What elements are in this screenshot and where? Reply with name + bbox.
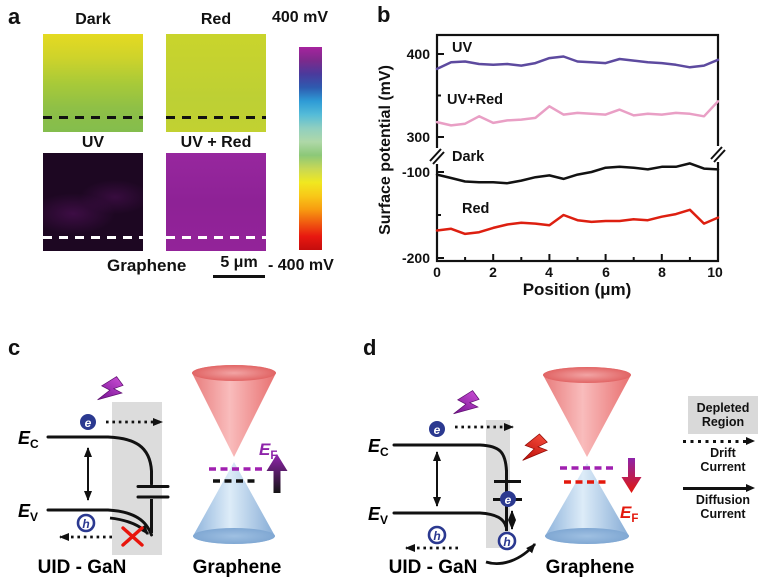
substrate-label-d: UID - GaN [389,557,478,578]
electron-symbol: e [434,423,441,437]
panel-c-letter: c [8,335,21,360]
x-tick-0: 0 [433,264,441,280]
legend-diffusion-current: Diffusion Current [695,493,751,521]
cone-bottom-ellipse-c [193,528,275,544]
diffusion-current-arrow-icon [683,484,755,493]
series-label-dark: Dark [452,149,485,165]
legend-depleted-line1: Depleted [696,401,750,415]
conduction-band-d [392,443,508,473]
map-label-red: Red [200,11,232,28]
panel-b-letter: b [377,2,391,27]
hole-diffusion-arrow [485,543,537,565]
uv-photon-bolt-icon [453,390,480,415]
ev-label-c: EV [18,501,38,524]
blocked-cross-icon [121,526,144,547]
y-tick-n200: -200 [401,250,430,266]
kpfm-map-dark [43,34,143,132]
series-label-red: Red [462,201,490,217]
hole-symbol: h [82,517,89,531]
cone-top-ellipse-d [543,367,631,383]
ef-up-arrow [266,454,288,493]
red-photon-bolt-icon [522,433,549,461]
colorbar-min-label: - 400 mV [268,257,334,274]
cone-top-ellipse-c [192,365,276,381]
sample-label: Graphene [107,256,187,275]
map-label-uv: UV [81,134,105,151]
dirac-cone-upper-c [192,365,276,457]
hole-symbol: h [433,529,440,543]
series-UV [435,55,720,71]
colorbar-max-label: 400 mV [272,9,329,26]
scan-line-dash [166,116,266,120]
y-tick-300: 300 [406,129,430,145]
kpfm-map-uv [43,153,143,251]
valence-band-d [392,511,508,528]
x-tick-4: 4 [545,264,553,280]
series-Dark [435,162,720,185]
scan-line-dash [43,236,143,240]
x-tick-10: 10 [707,264,723,280]
ec-label-c: EC [18,428,39,451]
y-tick-n100: -100 [401,164,430,180]
dirac-cone-upper-d [543,367,631,457]
x-tick-6: 6 [602,264,610,280]
overlayer-label-d: Graphene [546,557,635,578]
scalebar [213,275,265,278]
series-UV+Red [435,100,720,127]
panel-d-letter: d [363,335,377,360]
panel-a-letter: a [8,4,21,29]
series-label-uv: UV [452,40,473,56]
hole-symbol: h [503,535,510,549]
hole-circle-d [427,525,447,545]
legend-drift-current: Drift Current [700,446,746,474]
uv-photon-bolt-icon [97,376,124,401]
electron-circle-c [80,414,96,430]
trapped-electron-circle [500,491,516,507]
scan-line-dash [43,116,143,120]
dirac-cone-lower-c [193,462,275,544]
x-axis-title: Position (μm) [522,280,632,299]
ef-label-d: EF [620,503,638,525]
kpfm-map-uvred [166,153,266,251]
map-label-dark: Dark [75,11,111,28]
ev-label-d: EV [368,504,388,527]
series-Red [435,208,720,236]
overlayer-label-c: Graphene [193,557,282,578]
drift-current-arrow-icon [683,437,755,446]
dirac-cone-lower-d [545,463,629,544]
blocked-hole-path [109,516,150,535]
conduction-band-c [46,435,153,486]
potential-colorbar [299,47,322,250]
electron-symbol: e [85,416,92,430]
scalebar-label: 5 μm [220,254,258,271]
substrate-label-c: UID - GaN [38,557,127,578]
electron-symbol: e [505,493,512,507]
series-label-uvred: UV+Red [447,92,504,108]
panel-c-diagram: e h EC EV EF UID - GaN Graphene [18,365,288,578]
y-tick-400: 400 [406,46,430,62]
kpfm-map-red [166,34,266,132]
capacitor-symbol [136,485,170,499]
scan-line-dash [166,236,266,240]
map-label-uvred: UV + Red [180,134,252,151]
x-tick-2: 2 [489,264,497,280]
legend-depleted-line2: Region [701,415,745,429]
ef-down-arrow [621,458,642,493]
hole-circle-c [76,513,96,533]
legend-depleted-region: Depleted Region [688,396,758,434]
ec-label-d: EC [368,436,389,459]
panel-d-diagram: e e h h EC EV EF UID - GaN Graphene [368,367,642,578]
ef-label-c: EF [259,440,277,462]
x-tick-8: 8 [658,264,666,280]
cone-bottom-ellipse-d [545,528,629,544]
electron-circle-d [429,421,445,437]
interface-hole-circle [497,531,517,551]
depleted-region-c [112,402,162,555]
